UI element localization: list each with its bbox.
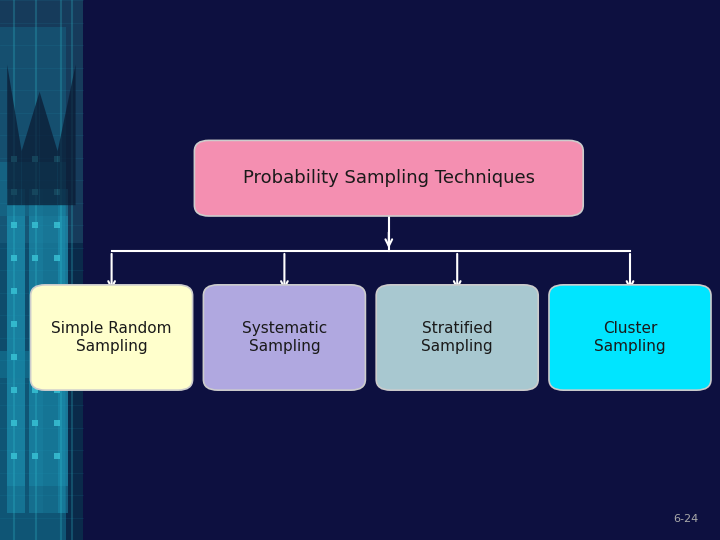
FancyBboxPatch shape xyxy=(11,221,17,228)
FancyBboxPatch shape xyxy=(54,387,60,393)
Polygon shape xyxy=(22,92,40,205)
Polygon shape xyxy=(40,92,58,205)
FancyBboxPatch shape xyxy=(11,188,17,195)
FancyBboxPatch shape xyxy=(32,387,38,393)
FancyBboxPatch shape xyxy=(43,189,65,513)
FancyBboxPatch shape xyxy=(54,156,60,162)
FancyBboxPatch shape xyxy=(11,156,17,162)
FancyBboxPatch shape xyxy=(203,285,365,390)
FancyBboxPatch shape xyxy=(11,387,17,393)
FancyBboxPatch shape xyxy=(54,321,60,327)
FancyBboxPatch shape xyxy=(54,188,60,195)
Text: Stratified
Sampling: Stratified Sampling xyxy=(421,321,493,354)
Text: Systematic
Sampling: Systematic Sampling xyxy=(242,321,327,354)
FancyBboxPatch shape xyxy=(29,189,43,513)
FancyBboxPatch shape xyxy=(11,287,17,294)
FancyBboxPatch shape xyxy=(32,420,38,426)
FancyBboxPatch shape xyxy=(32,254,38,261)
FancyBboxPatch shape xyxy=(54,221,60,228)
Text: 6-24: 6-24 xyxy=(673,514,698,524)
FancyBboxPatch shape xyxy=(11,420,17,426)
FancyBboxPatch shape xyxy=(54,287,60,294)
FancyBboxPatch shape xyxy=(376,285,538,390)
Text: Probability Sampling Techniques: Probability Sampling Techniques xyxy=(243,169,535,187)
FancyBboxPatch shape xyxy=(32,453,38,459)
FancyBboxPatch shape xyxy=(194,140,583,216)
FancyBboxPatch shape xyxy=(11,354,17,360)
Polygon shape xyxy=(7,65,22,205)
Text: Cluster
Sampling: Cluster Sampling xyxy=(594,321,666,354)
FancyBboxPatch shape xyxy=(0,162,66,378)
FancyBboxPatch shape xyxy=(0,351,66,540)
FancyBboxPatch shape xyxy=(11,254,17,261)
FancyBboxPatch shape xyxy=(0,0,83,243)
FancyBboxPatch shape xyxy=(58,189,68,513)
FancyBboxPatch shape xyxy=(30,285,193,390)
FancyBboxPatch shape xyxy=(54,453,60,459)
FancyBboxPatch shape xyxy=(0,27,66,216)
FancyBboxPatch shape xyxy=(43,216,65,486)
FancyBboxPatch shape xyxy=(7,216,25,486)
FancyBboxPatch shape xyxy=(32,188,38,195)
FancyBboxPatch shape xyxy=(32,354,38,360)
FancyBboxPatch shape xyxy=(549,285,711,390)
FancyBboxPatch shape xyxy=(7,189,25,513)
FancyBboxPatch shape xyxy=(32,287,38,294)
FancyBboxPatch shape xyxy=(11,453,17,459)
FancyBboxPatch shape xyxy=(32,156,38,162)
Polygon shape xyxy=(58,65,76,205)
FancyBboxPatch shape xyxy=(0,0,83,540)
FancyBboxPatch shape xyxy=(32,221,38,228)
FancyBboxPatch shape xyxy=(11,321,17,327)
FancyBboxPatch shape xyxy=(54,254,60,261)
FancyBboxPatch shape xyxy=(32,321,38,327)
FancyBboxPatch shape xyxy=(54,354,60,360)
FancyBboxPatch shape xyxy=(58,216,68,486)
FancyBboxPatch shape xyxy=(29,216,43,486)
FancyBboxPatch shape xyxy=(54,420,60,426)
Text: Simple Random
Sampling: Simple Random Sampling xyxy=(51,321,172,354)
